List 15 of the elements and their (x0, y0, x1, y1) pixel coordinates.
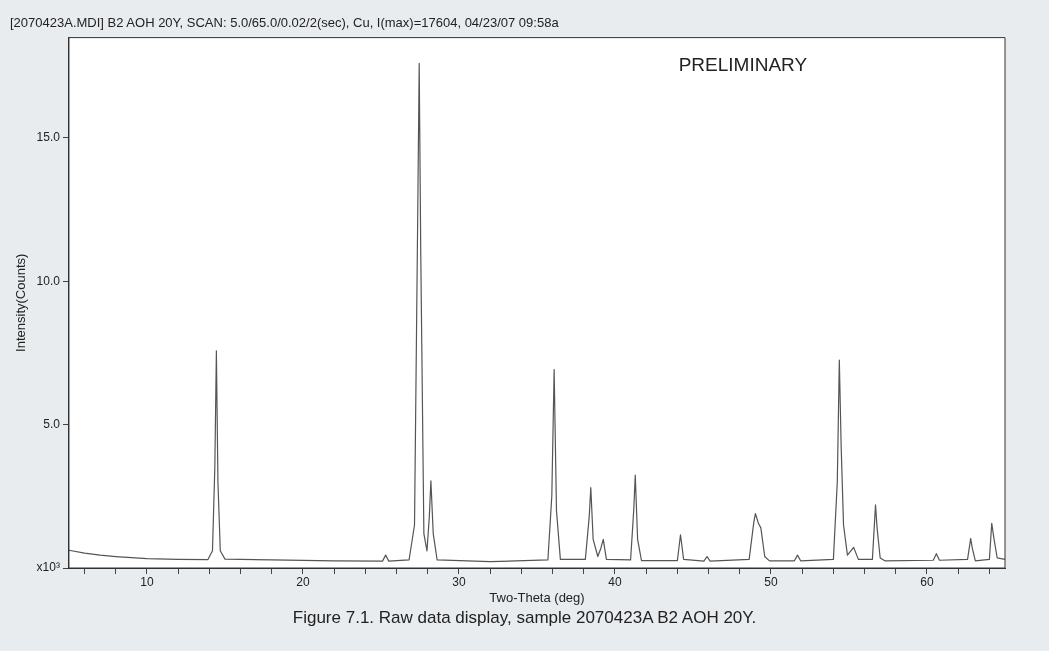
x-tick-label: 20 (296, 574, 310, 589)
y-axis-title: Intensity(Counts) (13, 253, 29, 352)
x-tick-label: 10 (140, 574, 154, 589)
x-tick-label: 40 (608, 574, 622, 589)
y-tick-label: 15.0 (36, 130, 61, 145)
chart-title: [2070423A.MDI] B2 AOH 20Y, SCAN: 5.0/65.0/0.02/2(sec), Cu, I(max)=17604, 04/23/07 09:58a (10, 15, 560, 31)
annotation: PRELIMINARY (678, 53, 808, 75)
y-tick-label: 10.0 (36, 273, 61, 288)
x-tick-label: 60 (920, 574, 934, 589)
y-tick-label: x10³ (36, 560, 60, 575)
caption: Figure 7.1. Raw data display, sample 2070423A B2 AOH 20Y. (291, 608, 758, 628)
x-tick-label: 30 (452, 574, 466, 589)
x-tick-label: 50 (764, 574, 778, 589)
x-axis-title: Two-Theta (deg) (489, 589, 585, 605)
y-tick-label: 5.0 (43, 416, 61, 431)
